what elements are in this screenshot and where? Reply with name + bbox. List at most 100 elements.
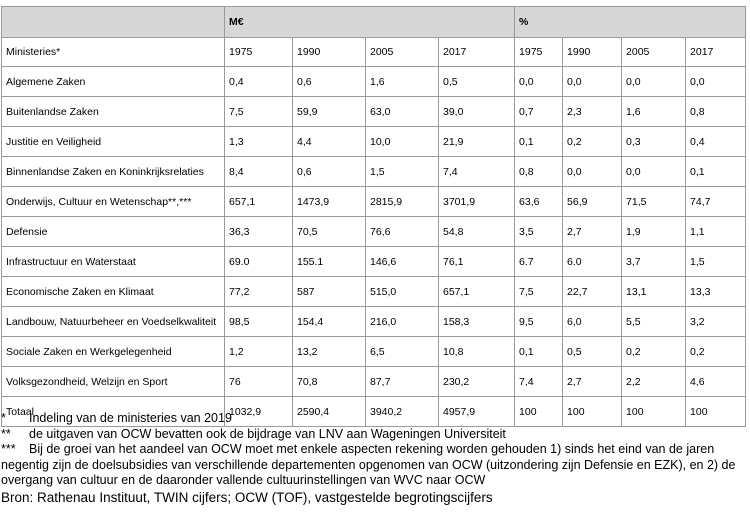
- table-row: Volksgezondheid, Welzijn en Sport 76 70,8 8…: [1, 366, 747, 397]
- value-cell: 657,1: [224, 186, 293, 217]
- value-cell: 2,2: [621, 366, 687, 397]
- table-row: Algemene Zaken 0,4 0,6 1,6 0,5 0,0 0,0 0,0 0,0: [1, 66, 747, 97]
- value-cell: 100: [562, 396, 623, 427]
- value-cell: 2815,9: [365, 186, 439, 217]
- value-cell: 3,2: [685, 306, 747, 337]
- value-cell: 56,9: [562, 186, 623, 217]
- value-cell: 0,2: [685, 336, 747, 367]
- value-cell: 87,7: [365, 366, 439, 397]
- ministry-name-cell: Economische Zaken en Klimaat: [1, 276, 225, 307]
- footnote-mark: **: [1, 426, 11, 441]
- value-cell: 100: [685, 396, 747, 427]
- ministry-name-cell: Algemene Zaken: [1, 66, 225, 97]
- value-cell: 3,7: [621, 246, 687, 277]
- value-cell: 8,4: [224, 156, 293, 187]
- value-cell: 3940,2: [365, 396, 439, 427]
- value-cell: 63,6: [514, 186, 564, 217]
- value-cell: 4,6: [685, 366, 747, 397]
- column-header-2017-meuro: 2017: [437, 37, 516, 67]
- value-cell: 1,2: [224, 336, 293, 367]
- value-cell: 1,6: [365, 66, 439, 97]
- group-header-row: M€ %: [1, 6, 747, 38]
- value-cell: 0,1: [514, 336, 564, 367]
- value-cell: 0,8: [514, 156, 564, 187]
- ministry-name-cell: Defensie: [1, 216, 225, 247]
- value-cell: 21,9: [437, 126, 516, 157]
- value-cell: 0,1: [685, 156, 747, 187]
- column-header-1975-meuro: 1975: [224, 37, 293, 67]
- value-cell: 39,0: [437, 96, 516, 127]
- footnote-1: * Indeling van de ministeries van 2019: [1, 411, 746, 427]
- value-cell: 54,8: [437, 216, 516, 247]
- table-row: Justitie en Veiligheid 1,3 4,4 10,0 21,9 0,1 0…: [1, 126, 747, 157]
- value-cell: 0,6: [292, 156, 366, 187]
- table-row: Defensie 36,3 70,5 76,6 54,8 3,5 2,7 1,9 1,1: [1, 216, 747, 247]
- value-cell: 7,4: [514, 366, 564, 397]
- value-cell: 76,1: [437, 246, 516, 277]
- ministry-name-cell: Sociale Zaken en Werkgelegenheid: [1, 336, 225, 367]
- ministry-name-cell: Binnenlandse Zaken en Koninkrijksrelatie…: [1, 156, 225, 187]
- value-cell: 0,5: [437, 66, 516, 97]
- value-cell: 587: [292, 276, 366, 307]
- ministry-name-cell: Volksgezondheid, Welzijn en Sport: [1, 366, 225, 397]
- value-cell: 2,7: [562, 366, 623, 397]
- ministry-name-cell: Totaal: [1, 396, 225, 427]
- value-cell: 0,0: [621, 156, 687, 187]
- value-cell: 230,2: [437, 366, 516, 397]
- value-cell: 1,5: [365, 156, 439, 187]
- value-cell: 0,6: [292, 66, 366, 97]
- ministry-name-cell: Onderwijs, Cultuur en Wetenschap**,***: [1, 186, 225, 217]
- value-cell: 2,7: [562, 216, 623, 247]
- value-cell: 155.1: [292, 246, 366, 277]
- value-cell: 100: [621, 396, 687, 427]
- value-cell: 77,2: [224, 276, 293, 307]
- value-cell: 0,0: [514, 66, 564, 97]
- value-cell: 13,2: [292, 336, 366, 367]
- table-row: Infrastructuur en Waterstaat 69.0 155.1 146…: [1, 246, 747, 277]
- table-row: Onderwijs, Cultuur en Wetenschap**,*** 65…: [1, 186, 747, 217]
- value-cell: 0,4: [685, 126, 747, 157]
- value-cell: 7,5: [514, 276, 564, 307]
- footnotes: * Indeling van de ministeries van 2019 *…: [1, 411, 746, 506]
- value-cell: 22,7: [562, 276, 623, 307]
- expenditure-table-container: M€ % Ministeries* 1975 1990 2005 2017 19…: [1, 6, 747, 427]
- value-cell: 146,6: [365, 246, 439, 277]
- value-cell: 1,6: [621, 96, 687, 127]
- group-header-meuro: M€: [223, 6, 516, 38]
- value-cell: 10,0: [365, 126, 439, 157]
- value-cell: 0,2: [621, 336, 687, 367]
- value-cell: 6.7: [514, 246, 564, 277]
- group-header-empty-cell: [1, 6, 225, 38]
- table-row: Buitenlandse Zaken 7,5 59,9 63,0 39,0 0,7 2,3 1…: [1, 96, 747, 127]
- value-cell: 69.0: [224, 246, 293, 277]
- value-cell: 1032,9: [224, 396, 293, 427]
- value-cell: 216,0: [365, 306, 439, 337]
- table-row: Sociale Zaken en Werkgelegenheid 1,2 13,2 6…: [1, 336, 747, 367]
- value-cell: 1473,9: [292, 186, 366, 217]
- value-cell: 70,8: [292, 366, 366, 397]
- value-cell: 3,5: [514, 216, 564, 247]
- ministry-name-cell: Justitie en Veiligheid: [1, 126, 225, 157]
- value-cell: 6,5: [365, 336, 439, 367]
- column-header-1990-meuro: 1990: [292, 37, 366, 67]
- value-cell: 0,1: [514, 126, 564, 157]
- value-cell: 7,4: [437, 156, 516, 187]
- value-cell: 98,5: [224, 306, 293, 337]
- value-cell: 0,5: [562, 336, 623, 367]
- column-header-1975-percent: 1975: [514, 37, 564, 67]
- column-header-ministeries: Ministeries*: [1, 37, 225, 67]
- value-cell: 3701,9: [437, 186, 516, 217]
- column-header-row: Ministeries* 1975 1990 2005 2017 1975 19…: [1, 37, 747, 67]
- value-cell: 10,8: [437, 336, 516, 367]
- group-header-percent: %: [514, 6, 747, 38]
- footnote-text: Bij de groei van het aandeel van OCW moe…: [1, 442, 736, 487]
- value-cell: 76: [224, 366, 293, 397]
- column-header-2005-meuro: 2005: [365, 37, 439, 67]
- column-header-2017-percent: 2017: [685, 37, 747, 67]
- table-row: Economische Zaken en Klimaat 77,2 587 515,0…: [1, 276, 747, 307]
- value-cell: 0,7: [514, 96, 564, 127]
- value-cell: 515,0: [365, 276, 439, 307]
- table-row: Landbouw, Natuurbeheer en Voedselkwalite…: [1, 306, 747, 337]
- footnote-mark: ***: [1, 442, 16, 456]
- value-cell: 154,4: [292, 306, 366, 337]
